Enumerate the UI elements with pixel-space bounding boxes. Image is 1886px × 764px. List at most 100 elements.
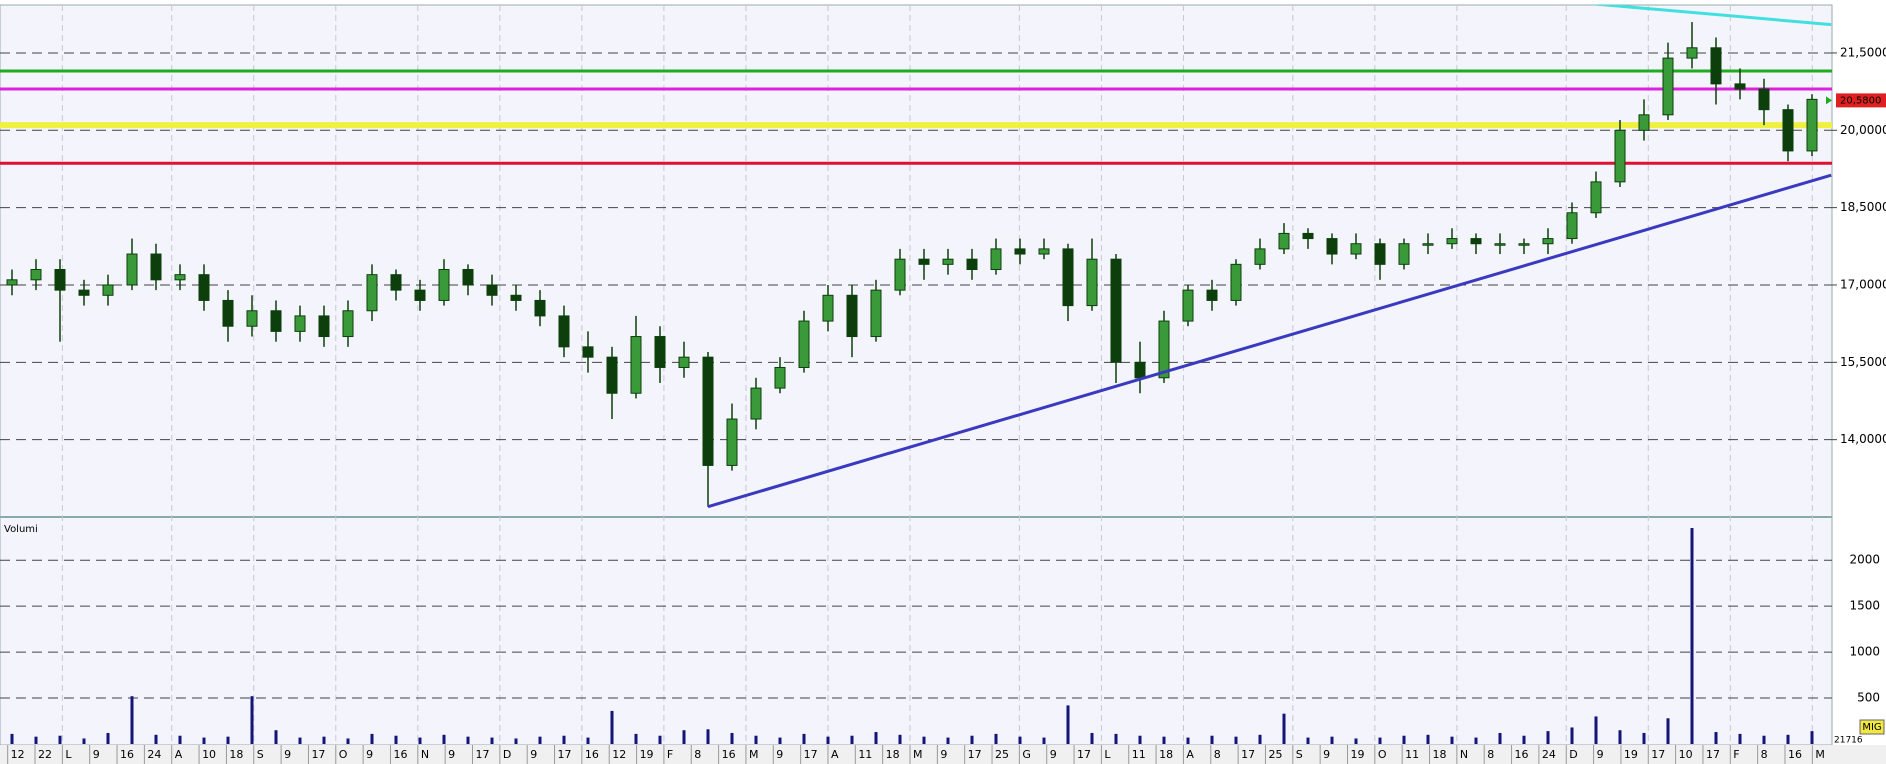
volume-bar (490, 737, 494, 744)
candle-body (1782, 109, 1794, 152)
volume-bar (778, 737, 782, 744)
volume-bar (1186, 737, 1190, 744)
volume-bar (1426, 734, 1430, 744)
candle-body (126, 253, 138, 286)
candle-body (1182, 289, 1194, 322)
candle-body (630, 336, 642, 394)
candle-body (1734, 83, 1746, 90)
volume-bar (1042, 737, 1046, 744)
volume-bar (154, 734, 158, 744)
volume-bar (1258, 734, 1262, 744)
candle-body (366, 274, 378, 312)
x-tick-label: N (421, 748, 429, 761)
volume-bar (634, 733, 638, 744)
candle-body (1662, 57, 1674, 116)
candle-body (102, 284, 114, 296)
y-tick-label: 1500 (1849, 599, 1880, 613)
volume-bar (130, 696, 134, 744)
candle-body (1590, 181, 1602, 214)
candle-body (1278, 232, 1290, 250)
volume-bar (586, 737, 590, 744)
volume-bar (1282, 713, 1286, 744)
candle-body (1062, 248, 1074, 307)
candle-body (1038, 248, 1050, 255)
candle-body (462, 269, 474, 286)
candle-body (318, 315, 330, 338)
y-tick-label: 2000 (1849, 553, 1880, 567)
x-tick-label: 24 (147, 748, 161, 761)
candle-body (678, 356, 690, 368)
badge: MIG (1862, 722, 1881, 733)
x-tick-label: N (1460, 748, 1468, 761)
x-tick-label: 16 (722, 748, 736, 761)
candle-body (606, 356, 618, 394)
candle-body (582, 346, 594, 358)
volume-bar (1570, 727, 1574, 744)
candle-body (870, 289, 882, 338)
x-tick-label: 19 (1624, 748, 1638, 761)
volume-bar (1522, 735, 1526, 744)
volume-bar (178, 735, 182, 744)
x-tick-label: 9 (93, 748, 100, 761)
candle-body (1206, 289, 1218, 301)
candle-body (54, 269, 66, 291)
y-tick-label: 15,5000 (1840, 355, 1886, 369)
y-tick-label: 14,0000 (1840, 432, 1886, 446)
candle-body (1710, 47, 1722, 85)
candle-body (1422, 243, 1434, 246)
volume-bar (1234, 736, 1238, 744)
x-tick-label: 16 (585, 748, 599, 761)
candle-body (414, 289, 426, 301)
volume-bar (1642, 732, 1646, 744)
x-tick-label: 11 (1132, 748, 1146, 761)
candle-body (1374, 243, 1386, 265)
x-tick-label: 19 (640, 748, 654, 761)
price-tag-label: 20,5800 (1840, 95, 1881, 106)
volume-bar (322, 736, 326, 744)
volume-bar (106, 732, 110, 744)
trend-line (707, 173, 1832, 509)
candle-body (438, 269, 450, 301)
x-tick-label: L (1104, 748, 1111, 761)
candle-body (1134, 361, 1146, 379)
x-tick-label: 25 (1268, 748, 1282, 761)
candle-body (270, 310, 282, 332)
x-tick-label: S (257, 748, 264, 761)
volume-bar (538, 736, 542, 744)
candle-body (1638, 114, 1650, 131)
volume-bar (1354, 738, 1358, 744)
x-tick-label: 17 (1241, 748, 1255, 761)
x-tick-label: 17 (804, 748, 818, 761)
volume-bar (1114, 733, 1118, 744)
x-tick-label: 19 (1350, 748, 1364, 761)
candle-body (1110, 258, 1122, 363)
candle-body (198, 274, 210, 301)
x-tick-label: 9 (448, 748, 455, 761)
volume-bar (562, 735, 566, 744)
candle-body (966, 258, 978, 271)
volume-bar (34, 736, 38, 744)
candle-body (1230, 263, 1242, 301)
x-tick-label: 8 (1761, 748, 1768, 761)
y-tick-label: 17,0000 (1840, 277, 1886, 291)
x-tick-label: 9 (776, 748, 783, 761)
x-tick-label: 9 (940, 748, 947, 761)
candle-body (1806, 98, 1818, 152)
candle-body (1014, 248, 1026, 255)
candle-body (822, 294, 834, 322)
x-tick-label: 16 (1788, 748, 1802, 761)
x-tick-label: 9 (530, 748, 537, 761)
volume-bar (874, 732, 878, 744)
y-tick-label: 1000 (1849, 645, 1880, 659)
volume-bar (58, 735, 62, 744)
volume-bar (394, 735, 398, 744)
volume-bar (754, 735, 758, 744)
candle-body (1566, 212, 1578, 240)
x-tick-label: A (831, 748, 839, 761)
volume-bar (1786, 734, 1790, 744)
candle-body (1614, 129, 1626, 183)
x-tick-label: A (1186, 748, 1194, 761)
x-tick-label: 10 (1679, 748, 1693, 761)
volume-bar (442, 734, 446, 744)
x-tick-label: 18 (1433, 748, 1447, 761)
